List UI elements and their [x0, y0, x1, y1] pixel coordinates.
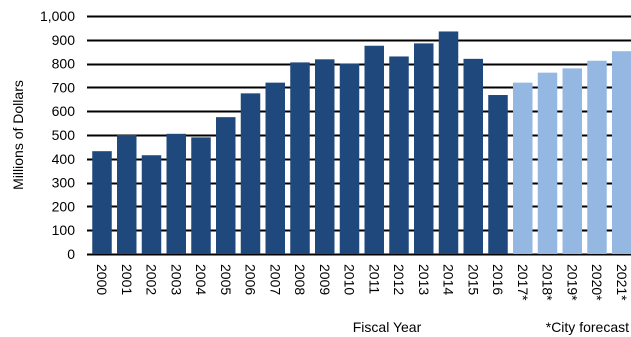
bar: [216, 117, 236, 255]
x-tick-label: 2010: [342, 264, 358, 295]
bar: [438, 31, 459, 254]
y-tick-label: 400: [52, 151, 76, 167]
y-tick-labels: 0 100 200 300 400 500 600 700 800 900 1,000: [40, 8, 75, 262]
bar: [537, 72, 558, 254]
bar: [612, 51, 631, 254]
bar: [339, 63, 360, 254]
x-tick-label: 2011: [366, 264, 382, 294]
x-tick-label: 2003: [168, 264, 184, 295]
bar: [117, 135, 137, 254]
x-tick-label: 2008: [292, 264, 308, 295]
x-tick-label: 2012: [391, 264, 407, 295]
footnote: *City forecast: [546, 319, 629, 335]
x-tick-label: 2021*: [614, 264, 630, 301]
bar: [240, 93, 261, 254]
y-tick-label: 500: [52, 127, 76, 143]
y-tick-label: 1,000: [40, 8, 75, 24]
bar: [166, 133, 186, 254]
x-tick-label: 2020*: [589, 264, 605, 301]
x-tick-label: 2007: [267, 264, 283, 295]
bar: [290, 62, 310, 254]
y-axis-title: Millions of Dollars: [10, 80, 26, 190]
bar: [141, 155, 162, 254]
y-tick-label: 600: [52, 103, 76, 119]
x-tick-label: 2006: [243, 264, 259, 295]
bar: [265, 82, 285, 254]
bar: [414, 43, 434, 255]
x-tick-label: 2015: [465, 264, 481, 295]
bar: [513, 82, 533, 254]
x-tick-label: 2002: [144, 264, 160, 295]
x-axis-title: Fiscal Year: [353, 319, 422, 335]
bar: [463, 58, 483, 255]
bar: [587, 60, 607, 254]
x-tick-label: 2019*: [564, 264, 580, 301]
bar: [389, 56, 409, 255]
y-tick-label: 200: [52, 198, 76, 214]
x-tick-label: 2009: [317, 264, 333, 295]
bar: [562, 68, 582, 254]
x-tick-label: 2005: [218, 264, 234, 295]
y-tick-label: 700: [52, 79, 76, 95]
y-tick-label: 300: [52, 175, 76, 191]
bar: [191, 137, 211, 254]
y-tick-label: 900: [52, 32, 76, 48]
bar: [92, 151, 112, 254]
bars: [92, 31, 631, 255]
x-tick-label: 2013: [416, 264, 432, 295]
x-tick-label: 2001: [119, 264, 135, 295]
bar: [315, 59, 335, 254]
x-tick-label: 2018*: [540, 264, 556, 301]
x-tick-labels: 2000 2001 2002 2003 2004 2005 2006 2007 2008 2009…: [94, 264, 630, 301]
y-tick-label: 0: [67, 246, 75, 262]
x-tick-label: 2004: [193, 264, 209, 295]
bar: [488, 95, 508, 255]
x-tick-label: 2000: [94, 264, 110, 295]
y-tick-label: 100: [52, 222, 76, 238]
y-tick-label: 800: [52, 56, 76, 72]
x-tick-label: 2016: [490, 264, 506, 295]
x-tick-label: 2014: [441, 264, 457, 295]
x-tick-label: 2017*: [515, 264, 531, 301]
bar: [364, 45, 384, 254]
